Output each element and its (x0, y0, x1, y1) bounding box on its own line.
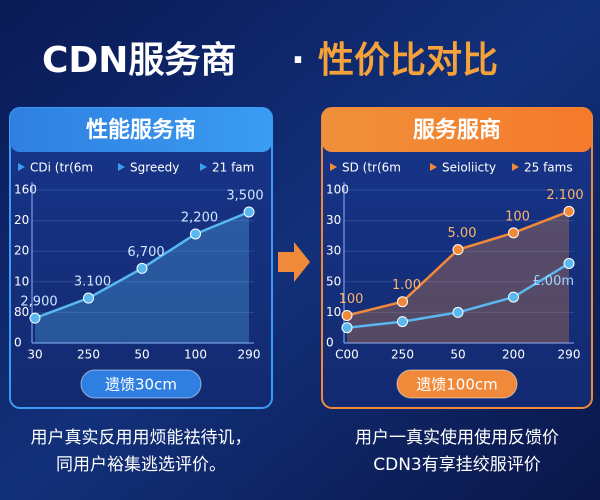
panel-title: 服务服商 (413, 117, 501, 143)
annotation: 3.100 (74, 275, 111, 290)
caption: 用户一真实使用使用反馈价 (355, 427, 559, 448)
y-tick-label: 0 (326, 336, 334, 350)
y-tick-label: 80 (14, 305, 29, 319)
area (35, 211, 249, 343)
legend-marker (430, 163, 437, 171)
button (396, 369, 518, 399)
y-tick-label: 20 (14, 244, 29, 258)
x-tick-label: 250 (77, 348, 100, 362)
title-separator: · (291, 40, 305, 81)
legend-marker (200, 163, 207, 171)
caption: 同用户裕集逃选评价。 (56, 455, 226, 475)
y-tick-label: 160 (14, 183, 37, 197)
caption: 用户真实反用用烦能祛待讥， (31, 428, 252, 448)
y-tick-label: 0 (14, 336, 22, 350)
legend-marker (118, 163, 125, 171)
point (397, 296, 408, 308)
legend-label: Seioliicty (442, 161, 496, 175)
x-tick-label: 100 (184, 348, 207, 362)
point (341, 309, 353, 321)
point (508, 227, 519, 239)
point (397, 316, 408, 328)
annotation: 2,200 (181, 210, 218, 225)
annotation: 2.100 (546, 188, 583, 203)
panel-header (322, 108, 592, 152)
point (452, 306, 464, 318)
caption: CDN3有享挂绞服评价 (373, 455, 541, 475)
legend-label: 25 fams (524, 161, 573, 175)
annotation: £.00m (532, 274, 574, 289)
annotation: 3,500 (226, 188, 263, 203)
point (563, 257, 575, 269)
point (563, 205, 575, 217)
x-tick-label: 50 (450, 348, 465, 362)
legend-marker (330, 163, 337, 171)
y-tick-label: 100 (326, 183, 349, 197)
button-label: 遗馈30cm (105, 376, 177, 394)
annotation: 1.00 (392, 278, 421, 293)
point (83, 292, 94, 304)
button-label: 遗馈100cm (416, 376, 498, 394)
button (80, 369, 202, 399)
y-tick-label: 30 (326, 213, 341, 227)
legend-marker (18, 163, 25, 171)
panel-header (10, 108, 272, 152)
annotation: 2,900 (20, 295, 57, 310)
annotation: 6,700 (127, 245, 164, 260)
point (452, 244, 464, 256)
point (136, 262, 148, 274)
y-tick-label: 50 (326, 274, 341, 288)
legend-label: 21 fam (212, 161, 254, 175)
panel-title: 性能服务商 (86, 117, 196, 143)
x-tick-label: 290 (558, 348, 581, 362)
legend-label: CDi (tr(6m (30, 161, 93, 175)
y-tick-label: 10 (326, 305, 341, 319)
annotation: 5.00 (448, 226, 477, 241)
legend-label: Sgreedy (130, 161, 179, 175)
y-tick-label: 10 (14, 274, 29, 288)
point (341, 322, 353, 334)
title-main: CDN服务商 (42, 40, 236, 81)
annotation: 100 (339, 292, 364, 307)
legend-marker (512, 163, 519, 171)
arrow (278, 242, 310, 282)
area (347, 211, 569, 343)
annotation: 100 (505, 209, 530, 224)
x-tick-label: C00 (335, 348, 359, 362)
x-tick-label: 30 (27, 348, 42, 362)
point (243, 206, 255, 218)
x-tick-label: 250 (391, 348, 414, 362)
x-tick-label: 200 (502, 348, 525, 362)
point (508, 291, 519, 303)
legend-label: SD (tr(6m (342, 161, 401, 175)
x-tick-label: 50 (134, 348, 149, 362)
y-tick-label: 30 (326, 244, 341, 258)
point (29, 312, 41, 324)
y-tick-label: 20 (14, 213, 29, 227)
x-tick-label: 290 (238, 348, 261, 362)
point (190, 228, 201, 240)
title-accent: 性价比对比 (318, 40, 498, 81)
